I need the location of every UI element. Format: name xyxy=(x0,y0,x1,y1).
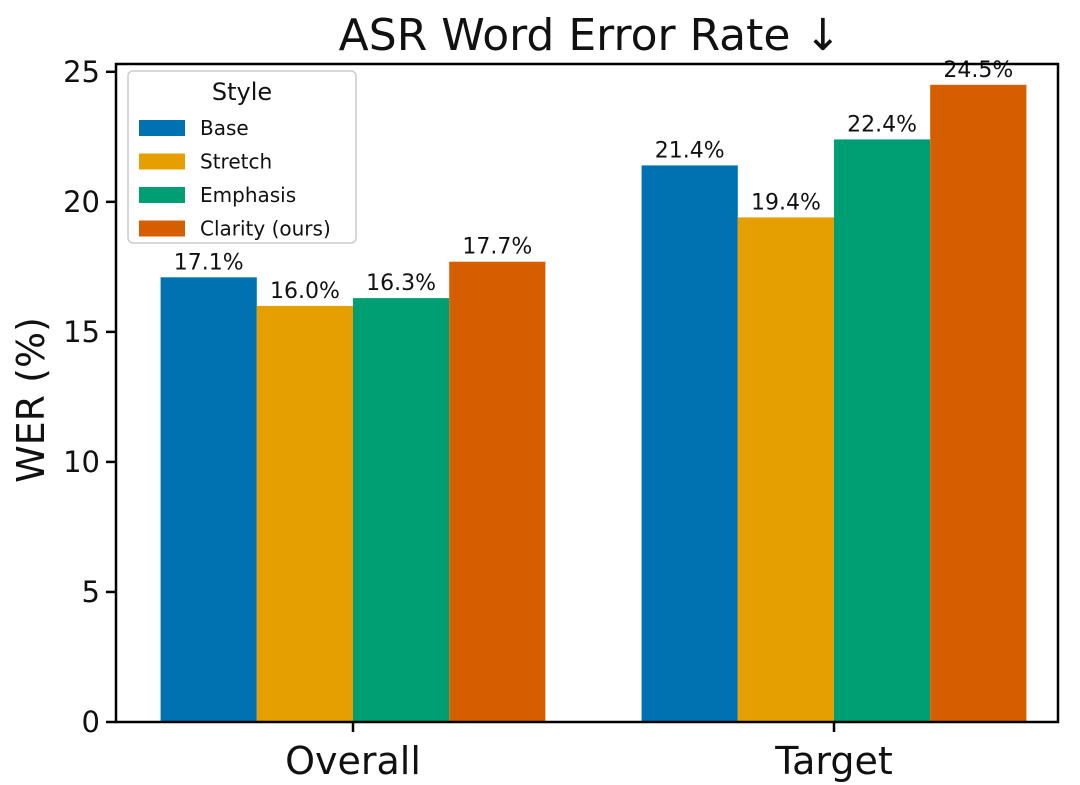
x-tick-label-0: Overall xyxy=(285,739,421,783)
value-label-1-0: 16.0% xyxy=(270,279,340,304)
y-tick-label-5: 25 xyxy=(63,55,100,89)
value-label-3-0: 17.7% xyxy=(462,235,532,260)
bar-3-1 xyxy=(930,84,1027,723)
bar-0-1 xyxy=(641,165,738,722)
axes-layer: 0 5 10 15 20 25 Overall Target xyxy=(63,55,1060,783)
value-label-3-1: 24.5% xyxy=(943,58,1013,83)
legend: Style Base Stretch Emphasis Clarity (ours) xyxy=(127,70,357,244)
value-label-0-0: 17.1% xyxy=(174,250,244,275)
y-axis-label: WER (%) xyxy=(9,317,53,483)
bar-0-0 xyxy=(160,277,257,722)
y-tick-label-2: 10 xyxy=(63,445,100,479)
y-tick-label-0: 0 xyxy=(82,705,100,739)
value-labels-layer: 17.1% 21.4% 16.0% 19.4% 16.3% 22.4% 17.7% 24.5% xyxy=(174,58,1013,304)
value-label-2-1: 22.4% xyxy=(847,112,917,137)
legend-swatch-1 xyxy=(139,153,185,170)
y-tick-label-3: 15 xyxy=(63,315,100,349)
chart-title: ASR Word Error Rate ↓ xyxy=(339,10,842,61)
bar-1-1 xyxy=(737,217,834,722)
x-tick-label-1: Target xyxy=(774,739,893,783)
y-tick-label-1: 5 xyxy=(82,575,100,609)
value-label-0-1: 21.4% xyxy=(655,138,725,163)
legend-swatch-3 xyxy=(139,220,185,237)
bar-1-0 xyxy=(256,305,353,722)
legend-title: Style xyxy=(212,78,272,106)
legend-label-2: Emphasis xyxy=(200,183,296,207)
legend-swatch-0 xyxy=(139,120,185,136)
bar-2-0 xyxy=(353,298,450,722)
legend-label-3: Clarity (ours) xyxy=(200,217,331,241)
legend-label-1: Stretch xyxy=(200,150,272,174)
legend-swatch-2 xyxy=(139,187,185,203)
bars-layer xyxy=(160,84,1027,723)
value-label-2-0: 16.3% xyxy=(366,271,436,296)
y-tick-label-4: 20 xyxy=(63,185,100,219)
bar-3-0 xyxy=(449,261,546,722)
value-label-1-1: 19.4% xyxy=(751,190,821,215)
legend-label-0: Base xyxy=(200,116,249,140)
bar-2-1 xyxy=(834,139,931,722)
plot-frame xyxy=(114,62,1060,724)
